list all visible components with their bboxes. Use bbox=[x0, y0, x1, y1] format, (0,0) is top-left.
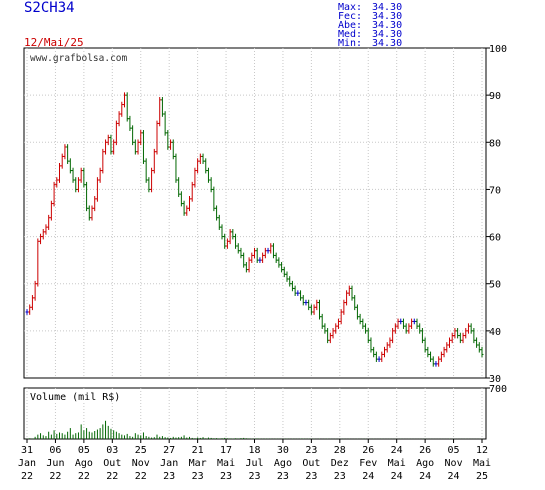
x-tick-label: 24 bbox=[391, 445, 403, 456]
x-tick-label: 23 bbox=[305, 445, 317, 456]
x-tick-label: Jan bbox=[160, 458, 178, 469]
x-tick-label: 27 bbox=[163, 445, 175, 456]
x-tick-label: 23 bbox=[248, 471, 260, 482]
stat-value: 34.30 bbox=[372, 11, 402, 22]
stat-value: 34.30 bbox=[372, 20, 402, 31]
watermark: www.grafbolsa.com bbox=[30, 53, 128, 64]
x-tick-label: 23 bbox=[163, 471, 175, 482]
stat-label: Abe: bbox=[338, 20, 362, 31]
stat-label: Min: bbox=[338, 38, 362, 49]
x-tick-label: 26 bbox=[362, 445, 374, 456]
x-tick-label: 23 bbox=[277, 471, 289, 482]
volume-bars bbox=[26, 420, 483, 439]
stat-value: 34.30 bbox=[372, 38, 402, 49]
x-tick-label: Dez bbox=[331, 458, 349, 469]
y-tick-label: 60 bbox=[489, 233, 501, 244]
ticker-symbol: S2CH34 bbox=[24, 0, 75, 16]
price-y-axis: 30 40 50 60 70 80 90 100 bbox=[486, 44, 507, 385]
x-tick-label: Jun bbox=[46, 458, 64, 469]
y-tick-label: 90 bbox=[489, 91, 501, 102]
price-marks bbox=[25, 92, 484, 367]
x-tick-label: 22 bbox=[135, 471, 147, 482]
stats-panel: Max: 34.30 Fec: 34.30 Abe: 34.30 Med: 34.30 Min:… bbox=[338, 2, 402, 49]
x-tick-label: 05 bbox=[448, 445, 460, 456]
x-tick-label: 06 bbox=[49, 445, 61, 456]
volume-grid bbox=[26, 388, 483, 439]
x-tick-label: 24 bbox=[419, 471, 431, 482]
x-tick-label: 25 bbox=[135, 445, 147, 456]
x-tick-label: 03 bbox=[106, 445, 118, 456]
x-tick-label: Ago bbox=[75, 458, 93, 469]
stat-label: Max: bbox=[338, 2, 362, 13]
x-tick-label: 23 bbox=[220, 471, 232, 482]
stat-value: 34.30 bbox=[372, 2, 402, 13]
x-tick-label: Mai bbox=[473, 458, 491, 469]
stat-label: Fec: bbox=[338, 11, 362, 22]
x-tick-label: 31 bbox=[21, 445, 33, 456]
x-axis: 31 Jan 22 06 Jun 22 05 Ago 22 03 Out 22 25 Nov 22 27 Jan… bbox=[18, 439, 491, 482]
x-tick-label: 12 bbox=[476, 445, 488, 456]
x-tick-label: Mai bbox=[388, 458, 406, 469]
volume-title-bg bbox=[28, 390, 123, 403]
volume-y-tick-label: 700 bbox=[489, 384, 507, 395]
y-tick-label: 70 bbox=[489, 185, 501, 196]
x-tick-label: Nov bbox=[132, 458, 150, 469]
x-tick-label: 24 bbox=[362, 471, 374, 482]
y-tick-label: 40 bbox=[489, 327, 501, 338]
x-tick-label: 30 bbox=[277, 445, 289, 456]
x-tick-label: Jan bbox=[18, 458, 36, 469]
y-tick-label: 30 bbox=[489, 374, 501, 385]
x-tick-label: 22 bbox=[49, 471, 61, 482]
y-tick-label: 80 bbox=[489, 138, 501, 149]
x-tick-label: Mai bbox=[217, 458, 235, 469]
x-tick-label: 25 bbox=[476, 471, 488, 482]
x-tick-label: Ago bbox=[274, 458, 292, 469]
x-tick-label: 24 bbox=[448, 471, 460, 482]
volume-title: Volume (mil R$) bbox=[30, 392, 120, 403]
x-tick-label: Ago bbox=[416, 458, 434, 469]
price-grid bbox=[24, 48, 486, 378]
x-tick-label: 22 bbox=[106, 471, 118, 482]
x-tick-label: Jul bbox=[245, 458, 263, 469]
x-tick-label: 23 bbox=[334, 471, 346, 482]
y-tick-label: 50 bbox=[489, 280, 501, 291]
x-tick-label: 23 bbox=[305, 471, 317, 482]
x-tick-label: 23 bbox=[192, 471, 204, 482]
x-tick-label: Fev bbox=[359, 458, 377, 469]
stat-label: Med: bbox=[338, 29, 362, 40]
x-tick-label: 22 bbox=[78, 471, 90, 482]
x-tick-label: 05 bbox=[78, 445, 90, 456]
x-tick-label: 28 bbox=[334, 445, 346, 456]
x-tick-label: 18 bbox=[248, 445, 260, 456]
x-tick-label: 21 bbox=[192, 445, 204, 456]
x-tick-label: 26 bbox=[419, 445, 431, 456]
y-tick-label: 100 bbox=[489, 44, 507, 55]
chart-date: 12/Mai/25 bbox=[24, 36, 84, 49]
volume-y-axis: 700 bbox=[486, 384, 507, 395]
x-tick-label: Out bbox=[302, 458, 320, 469]
x-tick-label: Mar bbox=[189, 458, 207, 469]
x-tick-label: 24 bbox=[391, 471, 403, 482]
x-tick-label: Out bbox=[103, 458, 121, 469]
x-tick-label: Nov bbox=[445, 458, 463, 469]
x-tick-label: 17 bbox=[220, 445, 232, 456]
stat-value: 34.30 bbox=[372, 29, 402, 40]
x-tick-label: 22 bbox=[21, 471, 33, 482]
